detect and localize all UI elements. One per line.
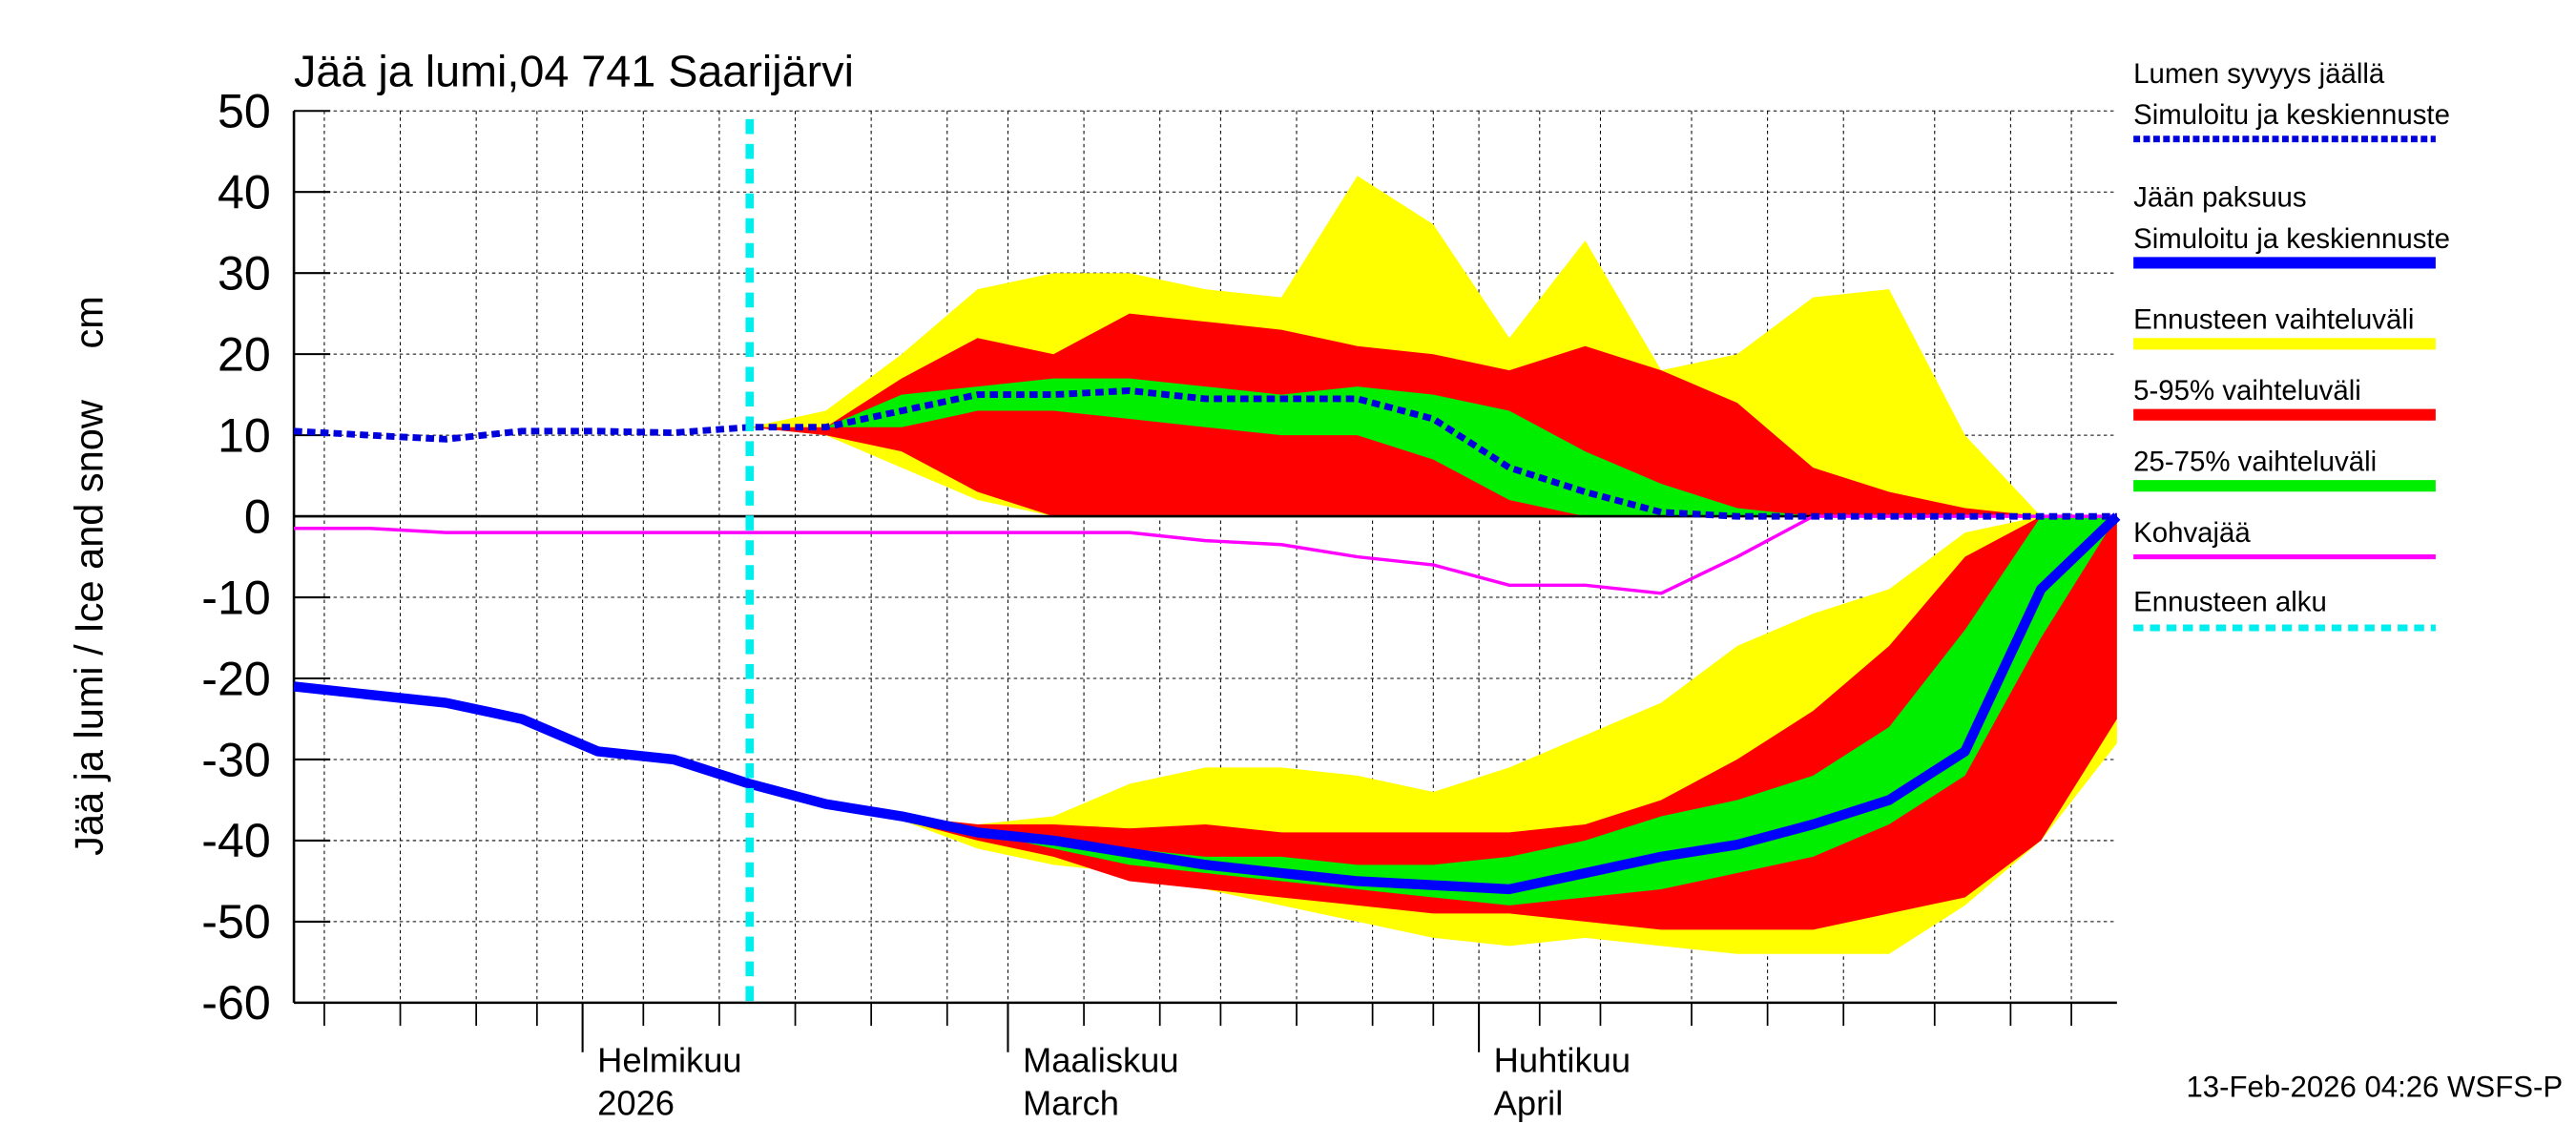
x-tick-label: March xyxy=(1023,1084,1119,1123)
y-tick-label: -20 xyxy=(201,652,271,705)
y-tick-label: 30 xyxy=(218,246,271,300)
legend-label: Kohvajää xyxy=(2133,517,2251,549)
legend-label: Simuloitu ja keskiennuste xyxy=(2133,99,2450,131)
series-line xyxy=(293,512,2121,895)
ice-band xyxy=(749,516,2117,906)
legend-label: Simuloitu ja keskiennuste xyxy=(2133,223,2450,255)
y-axis-label: Jää ja lumi / Ice and snow xyxy=(66,399,111,856)
footer: 13-Feb-2026 04:26 WSFS-P xyxy=(2186,1071,2563,1104)
x-tick-label: Maaliskuu xyxy=(1023,1041,1179,1080)
series-line xyxy=(293,386,2117,520)
y-tick-label: -40 xyxy=(201,814,271,867)
x-tick-label: Huhtikuu xyxy=(1494,1041,1631,1080)
y-tick-label: 40 xyxy=(218,166,271,219)
x-tick-label: April xyxy=(1494,1084,1564,1123)
y-tick-label: 0 xyxy=(244,489,271,543)
y-tick-label: -50 xyxy=(201,895,271,948)
y-axis-unit: cm xyxy=(66,296,111,348)
snow-band xyxy=(749,378,2117,517)
y-tick-label: -30 xyxy=(201,733,271,786)
y-tick-label: -60 xyxy=(201,976,271,1030)
legend-label: Lumen syvyys jäällä xyxy=(2133,58,2385,90)
x-tick-label: Helmikuu xyxy=(597,1041,741,1080)
legend-label: 25-75% vaihteluväli xyxy=(2133,447,2377,478)
x-tick-label: 2026 xyxy=(597,1084,675,1123)
y-tick-label: 20 xyxy=(218,327,271,381)
legend-label: Ennusteen alku xyxy=(2133,587,2327,618)
y-tick-label: 50 xyxy=(218,85,271,138)
y-tick-label: -10 xyxy=(201,571,271,624)
y-tick-label: 10 xyxy=(218,408,271,462)
legend-label: 5-95% vaihteluväli xyxy=(2133,375,2361,406)
legend-label: Ennusteen vaihteluväli xyxy=(2133,304,2414,336)
legend-label: Jään paksuus xyxy=(2133,182,2306,214)
chart-title: Jää ja lumi,04 741 Saarijärvi xyxy=(294,46,854,95)
